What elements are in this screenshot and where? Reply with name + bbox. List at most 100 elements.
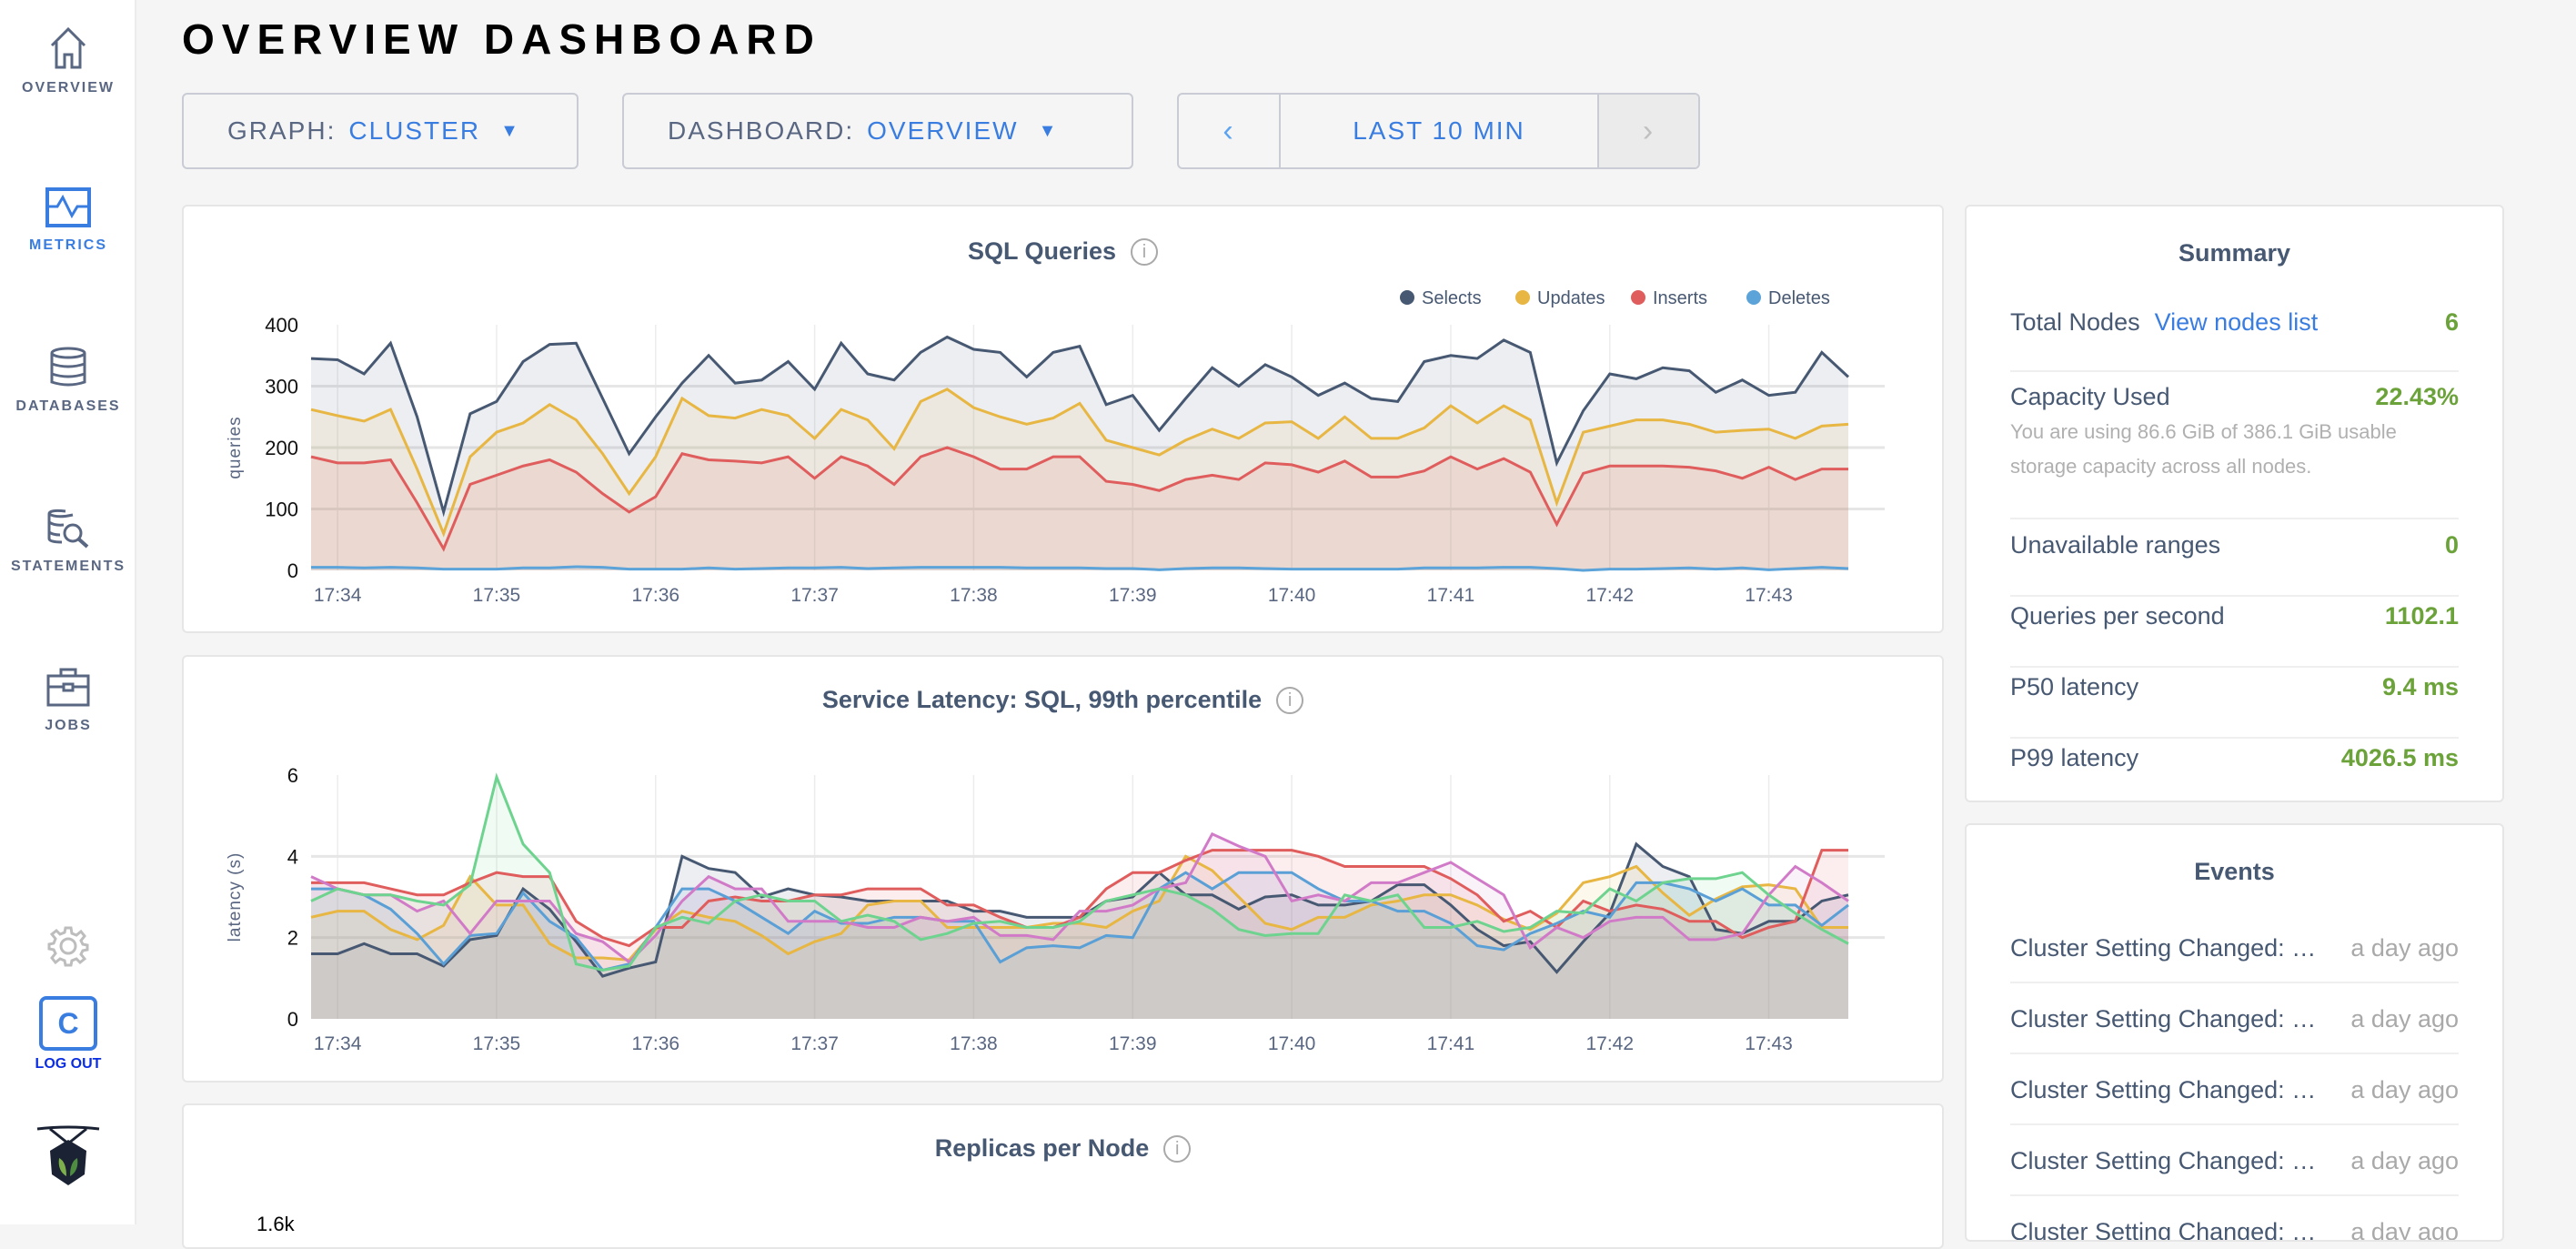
summary-row-total-nodes: Total Nodes View nodes list 6 (2010, 308, 2459, 372)
x-tick-label: 17:38 (950, 585, 998, 606)
series-4-area (311, 872, 1848, 1019)
event-time: a day ago (2350, 934, 2459, 962)
x-tick-label: 17:40 (1268, 1033, 1316, 1054)
sidebar-item-label: JOBS (45, 718, 92, 733)
summary-row-unavailable: Unavailable ranges 0 (2010, 531, 2459, 597)
briefcase-icon (46, 668, 90, 707)
summary-value: 4026.5 ms (2340, 744, 2459, 771)
dashboard-dropdown-value: OVERVIEW (867, 116, 1019, 145)
capacity-note: You are using 86.6 GiB of 386.1 GiB usab… (2010, 420, 2397, 478)
y-tick-label: 400 (265, 314, 298, 337)
info-icon[interactable]: i (1163, 1135, 1192, 1163)
series-2-area (311, 856, 1848, 1019)
inserts-area (311, 448, 1848, 570)
summary-label: Unavailable ranges (2010, 531, 2221, 559)
y-tick-label: 0 (287, 1008, 298, 1031)
dashboard-dropdown-label: DASHBOARD: (668, 116, 855, 145)
x-tick-label: 17:35 (473, 1033, 521, 1054)
panel-title-text: Replicas per Node (934, 1134, 1150, 1162)
time-range-selector: ‹ LAST 10 MIN › (1177, 93, 1700, 169)
statements-icon (47, 509, 89, 549)
x-tick-label: 17:41 (1427, 585, 1475, 606)
x-tick-label: 17:38 (950, 1033, 998, 1054)
sidebar-item-label: STATEMENTS (10, 559, 126, 574)
sidebar-item-statements[interactable]: STATEMENTS (0, 506, 136, 575)
y-axis-label: queries (226, 416, 245, 478)
view-nodes-link[interactable]: View nodes list (2154, 308, 2319, 336)
graph-dropdown-value: CLUSTER (348, 116, 481, 145)
event-text: Cluster Setting Changed: User root set c… (2010, 1005, 2333, 1032)
summary-value: 0 (2444, 531, 2459, 559)
x-tick-label: 17:42 (1585, 1033, 1634, 1054)
x-tick-label: 17:36 (632, 1033, 680, 1054)
event-text: Cluster Setting Changed: User root set c… (2010, 1147, 2333, 1174)
y-axis-label: latency (s) (226, 852, 245, 942)
legend-label: Inserts (1653, 288, 1707, 308)
panel-title-text: Service Latency: SQL, 99th percentile (821, 686, 1263, 713)
dashboard-dropdown[interactable]: DASHBOARD: OVERVIEW ▼ (622, 93, 1133, 169)
y-tick-label: 100 (265, 499, 298, 521)
summary-label: P99 latency (2010, 744, 2139, 771)
logo (0, 1123, 136, 1189)
event-time: a day ago (2350, 1147, 2459, 1174)
x-tick-label: 17:37 (790, 585, 839, 606)
sidebar-item-databases[interactable]: DATABASES (0, 346, 136, 415)
legend-marker (1631, 290, 1645, 305)
cockroach-logo-icon (36, 1125, 100, 1185)
updates-area (311, 388, 1848, 570)
graph-dropdown-label: GRAPH: (227, 116, 337, 145)
x-tick-label: 17:41 (1427, 1033, 1475, 1054)
time-prev-button[interactable]: ‹ (1179, 95, 1281, 167)
page-title: OVERVIEW DASHBOARD (182, 15, 821, 63)
event-item[interactable]: Cluster Setting Changed: User root set c… (2010, 1054, 2459, 1125)
logout-label: LOG OUT (35, 1056, 102, 1072)
y-tick-label: 4 (287, 845, 298, 868)
event-item[interactable]: Cluster Setting Changed: User root set c… (2010, 983, 2459, 1054)
legend-marker (1515, 290, 1530, 305)
summary-label: Capacity Used (2010, 383, 2170, 410)
series-3-area (311, 850, 1848, 1019)
event-time: a day ago (2350, 1076, 2459, 1103)
x-tick-label: 17:43 (1745, 1033, 1793, 1054)
chevron-down-icon: ▼ (1038, 120, 1059, 141)
logout-button[interactable]: C LOG OUT (0, 996, 136, 1073)
replicas-panel: Replicas per Node i 1.6k (182, 1103, 1944, 1249)
x-tick-label: 17:34 (314, 585, 362, 606)
sidebar-item-label: OVERVIEW (22, 80, 115, 96)
graph-dropdown[interactable]: GRAPH: CLUSTER ▼ (182, 93, 579, 169)
deletes-line (311, 565, 1849, 572)
settings-button[interactable] (0, 925, 136, 967)
sidebar-item-jobs[interactable]: JOBS (0, 667, 136, 734)
info-icon[interactable]: i (1131, 238, 1159, 266)
panel-title: Service Latency: SQL, 99th percentile i (184, 686, 1942, 714)
sidebar-item-metrics[interactable]: METRICS (0, 186, 136, 254)
legend-marker (1400, 290, 1414, 305)
time-range-label[interactable]: LAST 10 MIN (1281, 95, 1599, 167)
time-next-button[interactable]: › (1599, 95, 1698, 167)
selects-line (310, 335, 1850, 518)
summary-row-p50: P50 latency 9.4 ms (2010, 673, 2459, 739)
x-tick-label: 17:43 (1745, 585, 1793, 606)
x-tick-label: 17:37 (790, 1033, 839, 1054)
latency-chart: 17:34 17:35 17:36 17:37 17:38 17:39 17:40 17:41… (226, 764, 1885, 1054)
series-6-area (311, 777, 1848, 1019)
events-title: Events (2194, 858, 2275, 885)
sidebar-item-overview[interactable]: OVERVIEW (0, 25, 136, 96)
avatar: C (39, 996, 97, 1051)
latency-panel: Service Latency: SQL, 99th percentile i 1… (182, 655, 1944, 1083)
events-panel: Events Cluster Setting Changed: User roo… (1965, 823, 2504, 1242)
y-tick-label: 2 (287, 927, 298, 950)
series-5-area (311, 833, 1848, 1019)
info-icon[interactable]: i (1276, 687, 1304, 714)
series-2-line (310, 854, 1848, 962)
sidebar: OVERVIEW METRICS DATABASES STATEMENTS JO… (0, 0, 136, 1224)
summary-label: P50 latency (2010, 673, 2139, 700)
selects-area (311, 337, 1848, 570)
sql-queries-chart: 17:34 17:35 17:36 17:37 17:38 17:39 17:40 17:41… (226, 288, 1885, 606)
event-item[interactable]: Cluster Setting Changed: User root set c… (2010, 1196, 2459, 1240)
event-item[interactable]: Cluster Setting Changed: User root set c… (2010, 912, 2459, 983)
x-tick-label: 17:42 (1585, 585, 1634, 606)
chevron-down-icon: ▼ (500, 120, 520, 141)
event-item[interactable]: Cluster Setting Changed: User root set c… (2010, 1125, 2459, 1196)
summary-title: Summary (2178, 239, 2291, 267)
